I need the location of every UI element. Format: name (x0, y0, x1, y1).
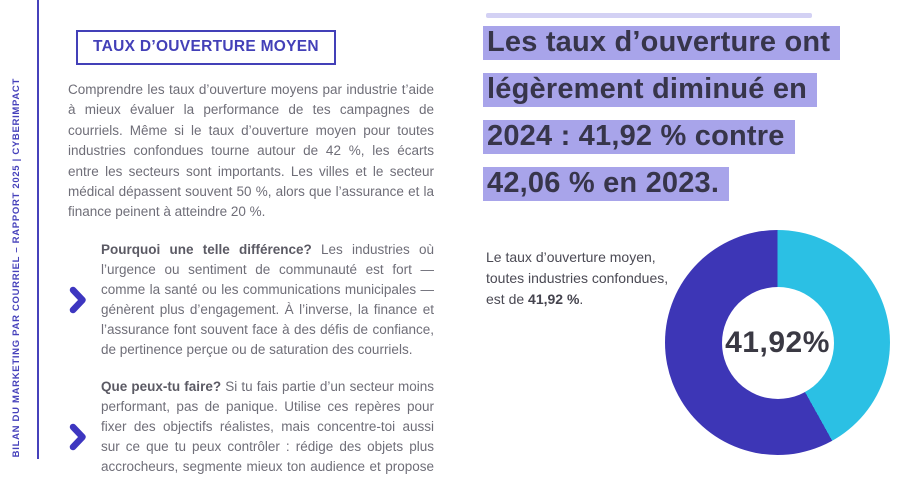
chart-caption: Le taux d’ouverture moyen, toutes indust… (486, 247, 668, 310)
bullet-text-difference: Pourquoi une telle différence? Les indus… (101, 240, 434, 360)
bullet-body-difference: Les industries où l’urgence ou sentiment… (101, 241, 434, 357)
headline-line-4: 42,06 % en 2023. (483, 167, 730, 201)
bullet-body-action: Si tu fais partie d’un secteur moins per… (101, 378, 434, 474)
chevron-right-icon (68, 286, 101, 314)
bullet-item-difference: Pourquoi une telle différence? Les indus… (68, 240, 434, 360)
bullet-lead-difference: Pourquoi une telle différence? (101, 241, 312, 257)
caption-line-2: toutes industries confondues, (486, 270, 669, 286)
section-title: TAUX D’OUVERTURE MOYEN (93, 38, 319, 55)
intro-paragraph: Comprendre les taux d’ouverture moyens p… (68, 82, 434, 220)
headline: Les taux d’ouverture ont légèrement dimi… (483, 26, 841, 214)
headline-line-1: Les taux d’ouverture ont (483, 26, 841, 60)
right-column: Les taux d’ouverture ont légèrement dimi… (483, 13, 923, 478)
caption-line-3-prefix: est de (486, 291, 529, 307)
chevron-right-icon (68, 423, 101, 451)
bullet-lead-action: Que peux-tu faire? (101, 378, 222, 394)
headline-highlight-strip (486, 13, 812, 18)
donut-center: 41,92% (721, 286, 834, 399)
headline-line-2: légèrement diminué en (483, 73, 818, 107)
sidebar-vertical-label: BILAN DU MARKETING PAR COURRIEL – RAPPOR… (11, 77, 22, 457)
bullet-item-action: Que peux-tu faire? Si tu fais partie d’u… (68, 377, 434, 478)
caption-line-3-suffix: . (579, 291, 584, 307)
bullet-text-action: Que peux-tu faire? Si tu fais partie d’u… (101, 377, 434, 478)
caption-line-1: Le taux d’ouverture moyen, (486, 249, 656, 265)
section-title-box: TAUX D’OUVERTURE MOYEN (76, 30, 336, 65)
headline-line-3: 2024 : 41,92 % contre (483, 120, 795, 154)
left-column: TAUX D’OUVERTURE MOYEN Comprendre les ta… (68, 30, 434, 478)
sidebar-divider-line (37, 0, 39, 459)
caption-value: 41,92 % (528, 291, 580, 307)
donut-chart: 41,92% (665, 230, 890, 455)
donut-center-label: 41,92% (725, 325, 830, 359)
